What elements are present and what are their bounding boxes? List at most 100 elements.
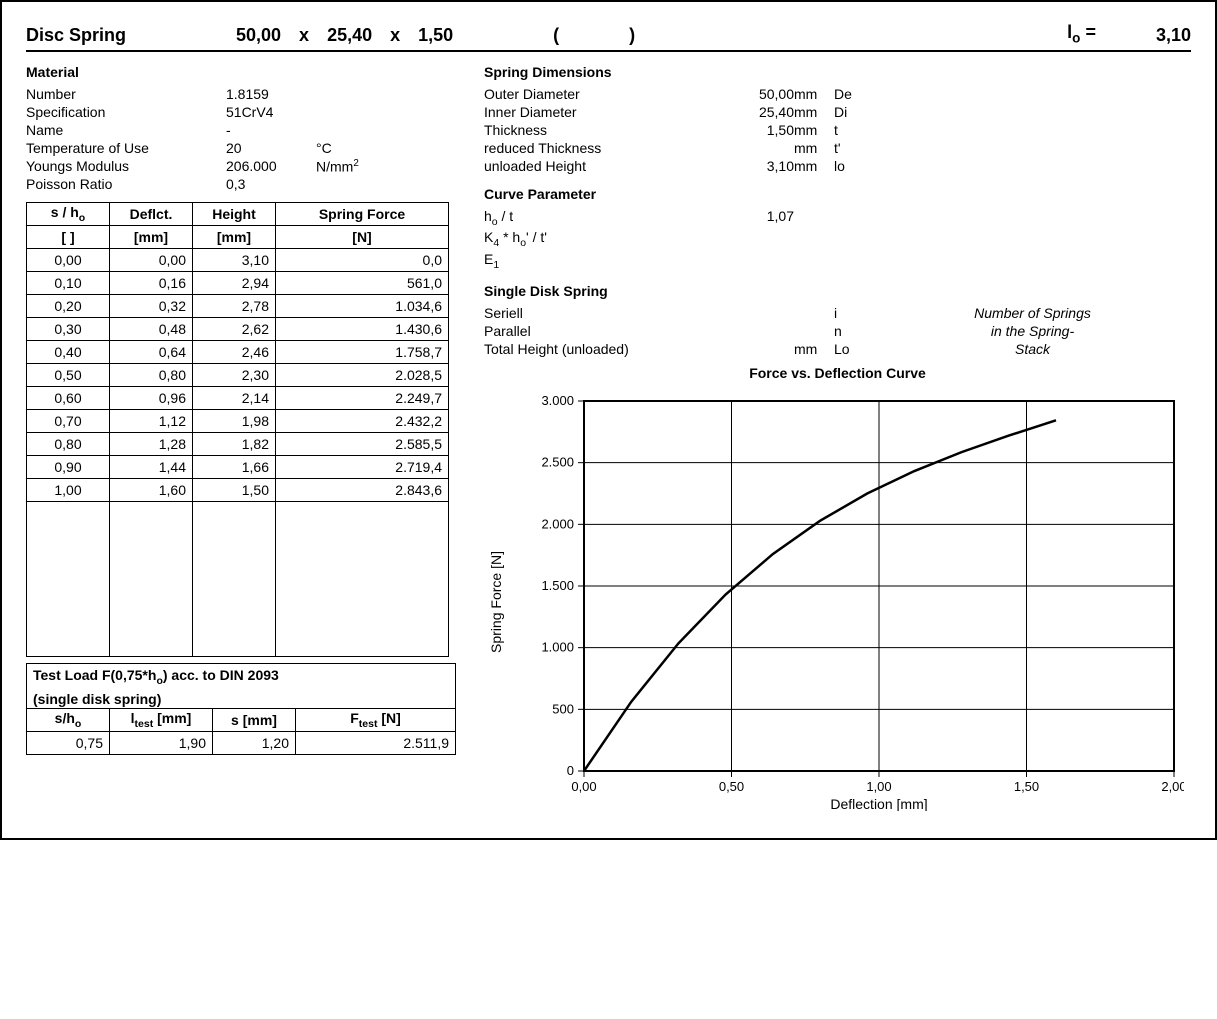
material-pr-label: Poisson Ratio <box>26 176 226 192</box>
test-heading-1: Test Load F(0,75*ho) acc. to DIN 2093 <box>26 663 456 690</box>
seriell-label: Seriell <box>484 305 704 321</box>
test-c2: 1,90 <box>110 732 213 755</box>
right-column: Spring Dimensions Outer Diameter50,00mmD… <box>484 58 1191 814</box>
dims-heading: Spring Dimensions <box>484 64 1191 80</box>
force-cell: 0,00 <box>110 249 193 272</box>
force-cell: 1.758,7 <box>276 341 449 364</box>
curve-heading: Curve Parameter <box>484 186 1191 202</box>
svg-text:1.000: 1.000 <box>541 640 574 655</box>
material-pr-value: 0,3 <box>226 176 316 192</box>
lo-label: lo = <box>1067 22 1096 46</box>
force-cell: 0,96 <box>110 387 193 410</box>
force-table: s / ho Deflct. Height Spring Force [ ] [… <box>26 202 449 657</box>
note2: in the Spring- <box>874 323 1191 339</box>
totalh-sym: Lo <box>834 341 874 357</box>
force-cell: 1,44 <box>110 456 193 479</box>
id-sym: Di <box>834 104 874 120</box>
force-cell: 0,16 <box>110 272 193 295</box>
uh-label: unloaded Height <box>484 158 704 174</box>
table-row: 0,200,322,781.034,6 <box>27 295 449 318</box>
material-ym-unit: N/mm2 <box>316 158 376 175</box>
force-cell: 0,30 <box>27 318 110 341</box>
force-cell: 3,10 <box>193 249 276 272</box>
force-cell: 1,12 <box>110 410 193 433</box>
svg-text:2.000: 2.000 <box>541 516 574 531</box>
force-cell: 1,50 <box>193 479 276 502</box>
header-dim1: 50,00 <box>236 25 281 46</box>
svg-text:2,00: 2,00 <box>1161 779 1184 794</box>
table-row: 1,001,601,502.843,6 <box>27 479 449 502</box>
curve-r1-l: ho / t <box>484 208 704 228</box>
svg-text:1,50: 1,50 <box>1014 779 1039 794</box>
ftab-h3: Height <box>193 203 276 226</box>
force-cell: 0,60 <box>27 387 110 410</box>
force-cell: 0,0 <box>276 249 449 272</box>
svg-text:3.000: 3.000 <box>541 393 574 408</box>
material-temp-label: Temperature of Use <box>26 140 226 156</box>
table-row: 0,400,642,461.758,7 <box>27 341 449 364</box>
table-row: 0,75 1,90 1,20 2.511,9 <box>27 732 456 755</box>
force-cell: 2,14 <box>193 387 276 410</box>
test-c1: 0,75 <box>27 732 110 755</box>
ftab-u3: [mm] <box>193 226 276 249</box>
ftab-u4: [N] <box>276 226 449 249</box>
material-spec-label: Specification <box>26 104 226 120</box>
force-cell: 2.585,5 <box>276 433 449 456</box>
force-cell: 2.432,2 <box>276 410 449 433</box>
material-ym-value: 206.000 <box>226 158 316 175</box>
table-spacer <box>27 502 449 657</box>
od-label: Outer Diameter <box>484 86 704 102</box>
table-row: 0,600,962,142.249,7 <box>27 387 449 410</box>
header-x1: x <box>281 25 327 46</box>
test-c3: 1,20 <box>213 732 296 755</box>
table-row: 0,500,802,302.028,5 <box>27 364 449 387</box>
force-cell: 2,62 <box>193 318 276 341</box>
ftab-h1: s / ho <box>27 203 110 226</box>
curve-grid: ho / t1,07 K4 * ho' / t' E1 <box>484 208 1191 271</box>
force-cell: 2,78 <box>193 295 276 318</box>
material-heading: Material <box>26 64 456 80</box>
svg-text:1,00: 1,00 <box>866 779 891 794</box>
note1: Number of Springs <box>874 305 1191 321</box>
ftab-u1: [ ] <box>27 226 110 249</box>
force-cell: 0,20 <box>27 295 110 318</box>
uh-unit: mm <box>794 158 834 174</box>
id-label: Inner Diameter <box>484 104 704 120</box>
force-cell: 1,66 <box>193 456 276 479</box>
dims-grid: Outer Diameter50,00mmDe Inner Diameter25… <box>484 86 1191 174</box>
material-name-label: Name <box>26 122 226 138</box>
force-cell: 2,46 <box>193 341 276 364</box>
paren-close: ) <box>559 25 635 46</box>
force-cell: 0,90 <box>27 456 110 479</box>
force-cell: 0,40 <box>27 341 110 364</box>
tr-value <box>704 140 794 156</box>
ttab-h2: ltest [mm] <box>110 709 213 732</box>
force-cell: 2.843,6 <box>276 479 449 502</box>
uh-value: 3,10 <box>704 158 794 174</box>
header-title: Disc Spring <box>26 25 236 46</box>
force-cell: 2,94 <box>193 272 276 295</box>
ttab-h3: s [mm] <box>213 709 296 732</box>
table-row: 0,801,281,822.585,5 <box>27 433 449 456</box>
force-cell: 0,32 <box>110 295 193 318</box>
force-cell: 1.034,6 <box>276 295 449 318</box>
svg-text:Deflection [mm]: Deflection [mm] <box>830 796 927 811</box>
curve-r3-l: E1 <box>484 251 704 271</box>
svg-text:500: 500 <box>552 701 574 716</box>
svg-text:2.500: 2.500 <box>541 455 574 470</box>
force-cell: 2,30 <box>193 364 276 387</box>
force-cell: 1,60 <box>110 479 193 502</box>
header-x2: x <box>372 25 418 46</box>
svg-text:0,00: 0,00 <box>571 779 596 794</box>
header-dim2: 25,40 <box>327 25 372 46</box>
header-dim3: 1,50 <box>418 25 453 46</box>
material-temp-value: 20 <box>226 140 316 156</box>
test-heading-2: (single disk spring) <box>26 690 456 708</box>
svg-text:0,50: 0,50 <box>719 779 744 794</box>
table-row: 0,701,121,982.432,2 <box>27 410 449 433</box>
totalh-label: Total Height (unloaded) <box>484 341 704 357</box>
material-temp-unit: °C <box>316 140 376 156</box>
parallel-sym: n <box>834 323 874 339</box>
t-value: 1,50 <box>704 122 794 138</box>
material-number-label: Number <box>26 86 226 102</box>
